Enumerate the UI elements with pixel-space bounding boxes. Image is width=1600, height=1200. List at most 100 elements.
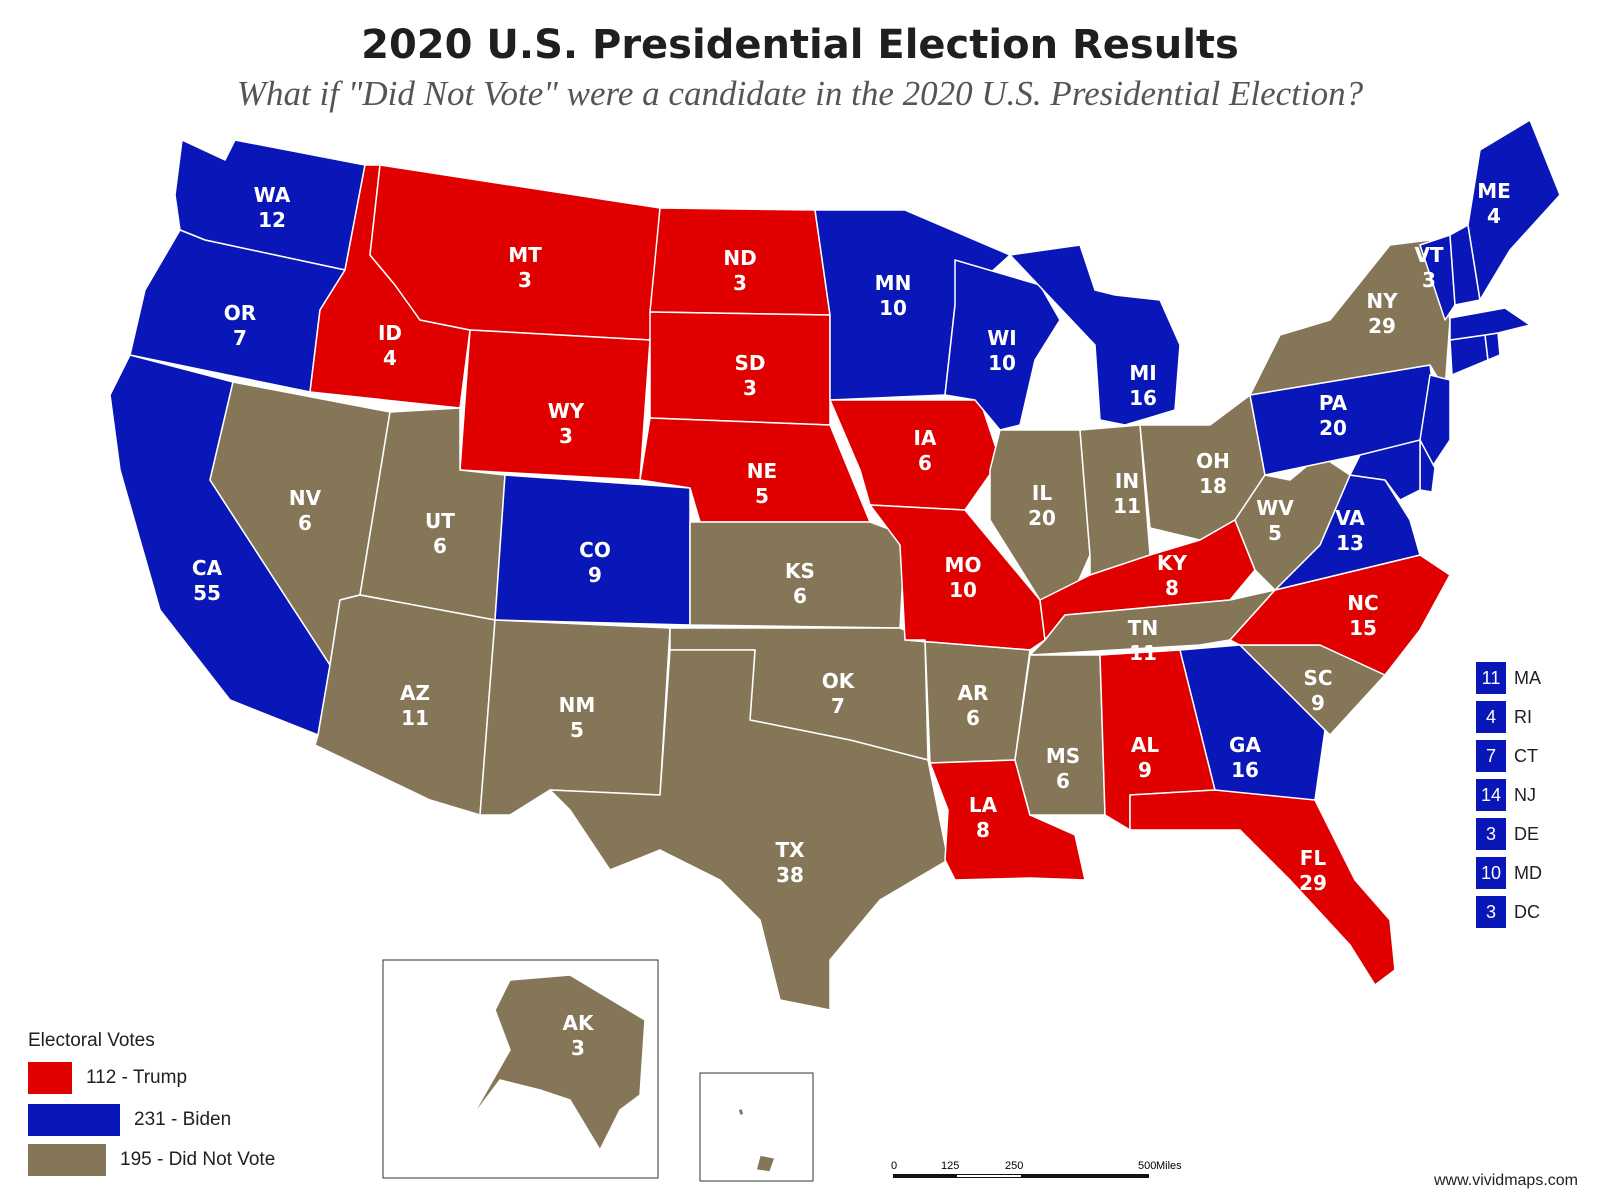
northeast-abbr-nj: NJ [1514,785,1536,805]
legend-item-did-not-vote: 195 - Did Not Vote [28,1144,328,1176]
state-votes-ne: 5 [755,484,769,508]
northeast-item-de: 3 DE [1476,818,1576,850]
state-abbr-ms: MS [1046,744,1080,768]
scale-tick-250: 250 [1005,1160,1024,1172]
state-votes-nc: 15 [1349,616,1377,640]
state-votes-nm: 5 [570,718,584,742]
state-votes-ca: 55 [193,581,221,605]
state-votes-wv: 5 [1268,521,1282,545]
state-abbr-ga: GA [1229,733,1261,757]
state-votes-mi: 16 [1129,386,1157,410]
map-title: 2020 U.S. Presidential Election Results [361,22,1239,68]
state-votes-or: 7 [233,326,247,350]
state-votes-nv: 6 [298,511,312,535]
state-ct [1449,334,1489,376]
state-votes-mn: 10 [879,296,907,320]
state-votes-wi: 10 [988,351,1016,375]
state-votes-sd: 3 [743,376,757,400]
state-votes-ar: 6 [966,706,980,730]
scale-tick-125: 125 [941,1160,960,1172]
state-abbr-ar: AR [958,681,989,705]
state-abbr-id: ID [378,321,402,345]
state-wi [944,259,1061,431]
state-abbr-ok: OK [822,669,856,693]
state-hi [755,1154,776,1173]
state-votes-il: 20 [1028,506,1056,530]
legend-swatch-biden [28,1104,120,1136]
northeast-votes-nj: 14 [1476,779,1506,811]
northeast-votes-ri: 4 [1476,701,1506,733]
northeast-item-dc: 3 DC [1476,896,1576,928]
state-abbr-mi: MI [1129,361,1156,385]
state-votes-oh: 18 [1199,474,1227,498]
northeast-item-md: 10 MD [1476,857,1576,889]
state-votes-fl: 29 [1299,871,1327,895]
state-abbr-ca: CA [192,556,223,580]
state-abbr-wi: WI [987,326,1017,350]
northeast-abbr-ri: RI [1514,707,1532,727]
state-votes-mo: 10 [949,578,977,602]
state-votes-vt: 3 [1422,268,1436,292]
state-abbr-in: IN [1115,469,1139,493]
state-abbr-mo: MO [945,553,982,577]
state-abbr-tx: TX [775,838,805,862]
state-abbr-nd: ND [723,246,756,270]
state-fl [1129,789,1396,986]
state-abbr-ny: NY [1366,289,1398,313]
state-nj [1419,374,1451,471]
state-votes-id: 4 [383,346,397,370]
state-abbr-wy: WY [548,399,585,423]
state-abbr-il: IL [1032,481,1052,505]
state-votes-ga: 16 [1231,758,1259,782]
state-abbr-ak: AK [563,1011,595,1035]
state-az [314,594,496,816]
northeast-votes-md: 10 [1476,857,1506,889]
legend-item-biden: 231 - Biden [28,1104,328,1136]
source-credit: www.vividmaps.com [1433,1172,1578,1189]
state-abbr-ia: IA [914,426,937,450]
state-abbr-ky: KY [1157,551,1187,575]
state-abbr-ne: NE [747,459,777,483]
state-abbr-vt: VT [1414,243,1443,267]
state-mo [869,504,1046,651]
northeast-votes-dc: 3 [1476,896,1506,928]
state-tn [1029,589,1276,656]
scale-bar: 0 125 250 500 Miles [891,1160,1193,1190]
northeast-item-ma: 11 MA [1476,662,1576,694]
state-abbr-az: AZ [400,681,430,705]
northeast-abbr-ct: CT [1514,746,1538,766]
state-md [1349,439,1421,501]
state-votes-pa: 20 [1319,416,1347,440]
state-abbr-oh: OH [1196,449,1230,473]
northeast-votes-de: 3 [1476,818,1506,850]
state-votes-nd: 3 [733,271,747,295]
state-votes-mt: 3 [518,268,532,292]
legend-swatch-did-not-vote [28,1144,106,1176]
scale-tick-500: 500 [1138,1160,1157,1172]
state-abbr-nm: NM [559,693,596,717]
state-abbr-va: VA [1335,506,1365,530]
state-votes-ny: 29 [1368,314,1396,338]
state-ak [469,974,646,1151]
state-abbr-mn: MN [875,271,912,295]
state-abbr-or: OR [224,301,256,325]
state-abbr-mt: MT [508,243,542,267]
legend-swatch-trump [28,1062,72,1094]
scale-bar-segment-3 [1021,1174,1149,1178]
state-abbr-ut: UT [425,509,455,533]
state-votes-la: 8 [976,818,990,842]
scale-tick-0: 0 [891,1160,898,1172]
state-votes-sc: 9 [1311,691,1325,715]
state-votes-me: 4 [1487,204,1501,228]
state-abbr-wa: WA [254,183,291,207]
legend-item-trump: 112 - Trump [28,1062,328,1094]
northeast-item-nj: 14 NJ [1476,779,1576,811]
legend-label-biden: 231 - Biden [134,1109,232,1130]
state-votes-ky: 8 [1165,576,1179,600]
state-votes-ut: 6 [433,534,447,558]
state-abbr-me: ME [1477,179,1511,203]
state-votes-ks: 6 [793,584,807,608]
state-votes-tn: 11 [1129,641,1157,665]
state-abbr-nc: NC [1347,591,1378,615]
